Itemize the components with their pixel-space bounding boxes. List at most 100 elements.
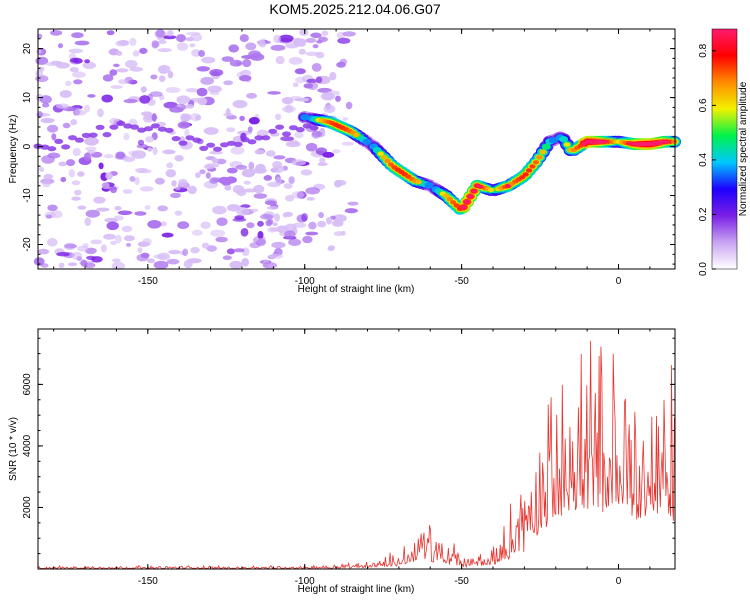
y-tick-label: 4000 [22, 434, 33, 457]
heatmap-noise-blob [235, 164, 248, 170]
heatmap-noise-blob [229, 260, 243, 269]
heatmap-noise-blob [318, 36, 328, 43]
heatmap-noise-blob [332, 149, 341, 154]
heatmap-noise-blob [103, 233, 116, 240]
heatmap-noise-blob [195, 172, 201, 179]
heatmap-noise-blob [80, 259, 88, 267]
heatmap-noise-blob [323, 105, 336, 113]
heatmap-noise-blob [291, 159, 306, 166]
heatmap-noise-blob [305, 231, 319, 236]
heatmap-noise-blob [66, 159, 76, 167]
heatmap-noise-blob [344, 208, 358, 214]
y-tick-label: -10 [22, 188, 33, 203]
heatmap-trace-blob [525, 168, 533, 173]
heatmap-trace-blob [109, 124, 119, 130]
heatmap-noise-blob [140, 252, 150, 259]
heatmap-noise-blob [167, 70, 174, 79]
heatmap-noise-blob [71, 196, 81, 201]
heatmap-noise-blob [274, 213, 280, 222]
heatmap-trace-blob [548, 137, 558, 144]
heatmap-noise-blob [157, 40, 167, 44]
heatmap-trace-blob [449, 200, 457, 205]
heatmap-noise-blob [189, 43, 196, 48]
heatmap-noise-blob [121, 225, 133, 233]
heatmap-noise-blob [300, 169, 313, 176]
heatmap-noise-blob [222, 255, 232, 260]
heatmap-noise-blob [191, 49, 201, 57]
heatmap-noise-blob [155, 29, 165, 38]
heatmap-noise-blob [50, 210, 63, 219]
heatmap-trace-blob [353, 132, 360, 138]
x-tick-label: -150 [138, 276, 158, 287]
heatmap-noise-blob [150, 74, 158, 80]
heatmap-noise-blob [139, 95, 151, 104]
heatmap-trace-blob [446, 196, 453, 202]
heatmap-noise-blob [242, 59, 252, 68]
heatmap-noise-blob [166, 258, 180, 265]
heatmap-noise-blob [56, 252, 70, 257]
heatmap-noise-blob [315, 76, 323, 84]
heatmap-trace-blob [254, 135, 264, 141]
heatmap-noise-blob [198, 50, 206, 57]
heatmap-noise-blob [185, 88, 199, 93]
heatmap-noise-blob [93, 196, 106, 204]
chart-title: KOM5.2025.212.04.06.G07 [269, 1, 440, 17]
heatmap-trace-blob [471, 189, 477, 193]
heatmap-noise-blob [151, 113, 157, 122]
heatmap-noise-blob [177, 221, 190, 230]
heatmap-noise-blob [288, 238, 302, 246]
heatmap-trace-blob [192, 137, 202, 143]
heatmap-noise-blob [306, 197, 316, 201]
heatmap-trace-blob [384, 158, 391, 164]
heatmap-noise-blob [98, 162, 104, 170]
heatmap-noise-blob [68, 48, 84, 54]
heatmap-noise-blob [71, 251, 83, 261]
heatmap-noise-blob [70, 119, 78, 126]
heatmap-noise-blob [337, 37, 351, 44]
heatmap-noise-blob [129, 176, 136, 182]
heatmap-noise-blob [58, 161, 67, 167]
top-x-axis-label: Height of straight line (km) [298, 284, 415, 295]
heatmap-noise-blob [265, 219, 273, 227]
heatmap-noise-blob [255, 163, 266, 173]
heatmap-noise-blob [232, 218, 247, 222]
heatmap-noise-blob [59, 90, 72, 98]
heatmap-noise-blob [50, 30, 63, 36]
heatmap-trace-blob [261, 135, 271, 141]
heatmap-noise-blob [51, 133, 57, 141]
heatmap-noise-blob [341, 141, 355, 146]
heatmap-noise-blob [245, 42, 257, 51]
heatmap-noise-blob [322, 151, 335, 158]
heatmap-noise-blob [163, 35, 177, 40]
heatmap-noise-blob [84, 137, 99, 146]
heatmap-trace-blob [240, 137, 250, 143]
heatmap-noise-blob [57, 43, 64, 49]
heatmap-noise-blob [209, 90, 220, 96]
heatmap-noise-blob [72, 148, 82, 156]
heatmap-trace-blob [213, 146, 222, 152]
x-tick-label: -150 [138, 576, 158, 587]
heatmap-noise-blob [145, 136, 155, 143]
heatmap-noise-blob [257, 39, 266, 47]
heatmap-trace-blob [116, 120, 126, 126]
heatmap-trace-blob [585, 140, 590, 144]
heatmap-noise-blob [284, 230, 296, 239]
x-tick-label: -50 [454, 276, 469, 287]
heatmap-trace-blob [288, 125, 298, 131]
heatmap-noise-blob [139, 47, 148, 55]
heatmap-noise-blob [233, 248, 245, 253]
heatmap-noise-blob [174, 210, 183, 216]
heatmap-trace-blob [199, 145, 209, 151]
heatmap-noise-blob [132, 50, 140, 57]
heatmap-trace-blob [599, 140, 604, 144]
bottom-y-ticks: 2000 4000 6000 [22, 337, 675, 570]
heatmap-noise-blob [84, 217, 91, 226]
heatmap-noise-blob [110, 186, 117, 194]
heatmap-noise-blob [69, 67, 79, 73]
heatmap-noise-blob [250, 208, 259, 213]
heatmap-noise-blob [105, 172, 113, 180]
heatmap-noise-blob [335, 95, 341, 102]
heatmap-noise-blob [248, 161, 255, 171]
heatmap-trace-blob [665, 140, 670, 144]
heatmap-trace-blob [102, 132, 112, 138]
